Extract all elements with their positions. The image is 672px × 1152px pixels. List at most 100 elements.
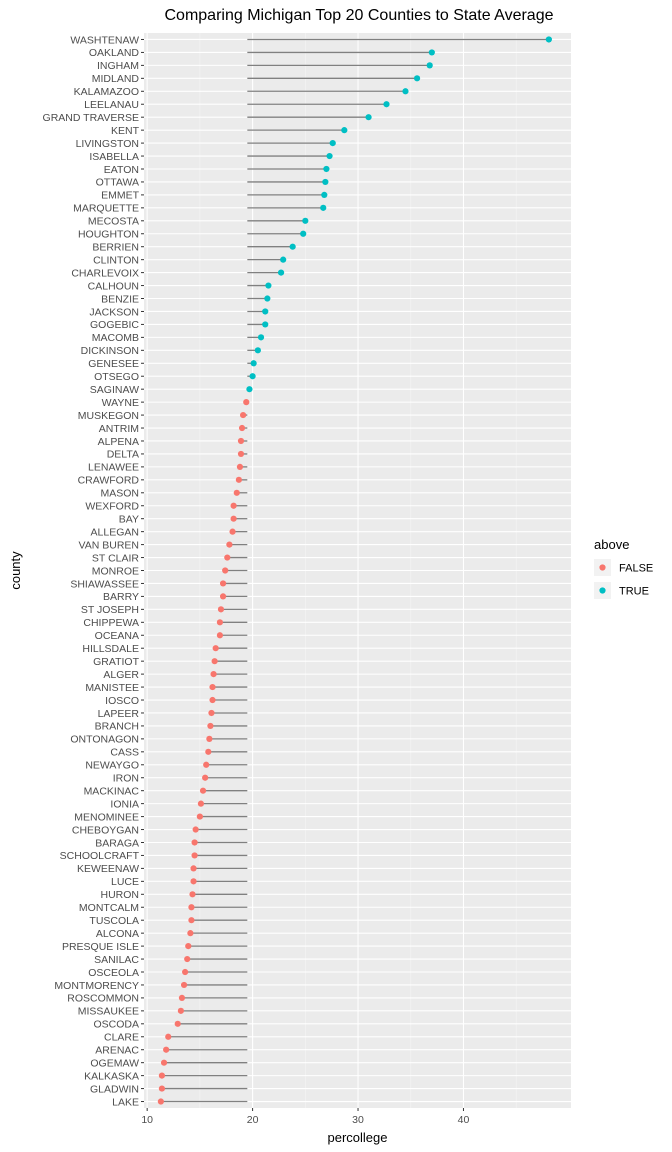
data-point [277, 269, 285, 276]
data-point [158, 1072, 166, 1079]
data-point [212, 645, 219, 652]
y-tick-label: CRAWFORD [78, 475, 140, 487]
y-tick-label: KALAMAZOO [74, 86, 139, 98]
data-point [237, 437, 245, 445]
x-axis-ticks: 10 20 30 40 [141, 1108, 469, 1126]
y-tick-label: LAPEER [98, 708, 140, 720]
data-point [320, 204, 327, 211]
y-tick-label: GRATIOT [93, 656, 139, 668]
y-tick-label: MACOMB [92, 332, 139, 344]
data-point [222, 567, 229, 574]
y-tick-label: OCEANA [95, 630, 139, 642]
y-tick-label: KENT [111, 125, 140, 137]
data-point [190, 865, 197, 872]
data-point [188, 917, 195, 924]
data-point [254, 347, 261, 354]
y-tick-label: SAGINAW [90, 384, 139, 396]
data-point [322, 178, 329, 186]
data-point [184, 955, 191, 963]
y-tick-label: MIDLAND [92, 73, 140, 85]
data-point [329, 139, 336, 147]
data-point [160, 1059, 168, 1066]
data-point [257, 334, 265, 341]
y-tick-label: ROSCOMMON [67, 993, 139, 1005]
y-tick-label: ALGER [103, 669, 139, 681]
data-point [249, 373, 256, 380]
y-tick-label: SANILAC [94, 954, 139, 966]
y-tick-label: WAYNE [102, 397, 139, 409]
y-tick-label: MONTMORENCY [54, 980, 139, 992]
y-tick-label: WASHTENAW [70, 34, 139, 46]
legend-label: FALSE [619, 563, 653, 575]
data-point [163, 1046, 170, 1053]
data-point [209, 683, 216, 691]
data-point [191, 839, 198, 846]
data-point [321, 191, 328, 198]
legend-title: above [594, 537, 629, 552]
y-tick-label: BARAGA [95, 837, 139, 849]
y-tick-label: HILLSDALE [82, 643, 139, 655]
y-tick-label: LIVINGSTON [76, 138, 139, 150]
data-point [237, 450, 245, 458]
y-tick-label: NEWAYGO [85, 760, 139, 772]
y-tick-label: MANISTEE [85, 682, 139, 694]
lollipop-stems [160, 38, 549, 1103]
data-point [190, 878, 197, 885]
data-point [196, 813, 203, 820]
data-point [211, 658, 218, 665]
y-tick-label: EMMET [101, 190, 140, 202]
y-tick-label: BERRIEN [92, 242, 139, 254]
data-point [205, 748, 212, 755]
data-point [158, 1085, 166, 1092]
data-point [262, 308, 269, 315]
y-tick-label: MENOMINEE [74, 811, 139, 823]
data-point [302, 217, 309, 224]
data-point [240, 411, 247, 419]
data-point [246, 386, 253, 393]
data-point [326, 152, 333, 160]
y-tick-label: CHIPPEWA [83, 617, 139, 629]
data-point [202, 774, 209, 781]
data-point [230, 502, 237, 509]
data-point [230, 515, 237, 522]
y-tick-label: ISABELLA [89, 151, 139, 163]
y-tick-label: LAKE [112, 1096, 139, 1108]
data-point [383, 101, 390, 108]
y-tick-label: BARRY [103, 591, 139, 603]
data-point [216, 619, 224, 626]
y-tick-label: KEWEENAW [77, 863, 139, 875]
y-tick-label: JACKSON [89, 306, 139, 318]
data-point [209, 696, 216, 704]
y-tick-label: KALKASKA [84, 1070, 139, 1082]
y-tick-label: CALHOUN [88, 280, 139, 292]
y-tick-label: GRAND TRAVERSE [43, 112, 139, 124]
y-tick-label: IRON [113, 773, 139, 785]
y-tick-label: OAKLAND [89, 47, 140, 59]
data-point [236, 463, 244, 470]
y-tick-label: ALPENA [98, 436, 139, 448]
y-tick-label: OTSEGO [94, 371, 139, 383]
data-point [187, 930, 194, 937]
data-point [250, 360, 257, 367]
legend-items: FALSE TRUE [594, 559, 653, 599]
data-point [280, 256, 287, 263]
y-tick-label: MARQUETTE [73, 203, 139, 215]
y-tick-label: OSCODA [93, 1019, 139, 1031]
legend-key-point [599, 564, 606, 571]
y-tick-label: INGHAM [97, 60, 139, 72]
y-tick-label: SCHOOLCRAFT [60, 850, 140, 862]
data-point [323, 165, 330, 173]
y-tick-label: BENZIE [101, 293, 139, 305]
data-point [226, 541, 233, 548]
data-point [177, 1007, 185, 1014]
data-point [402, 88, 409, 95]
y-tick-label: MONROE [92, 565, 139, 577]
y-tick-label: ST JOSEPH [81, 604, 139, 616]
y-tick-label: IOSCO [105, 695, 139, 707]
data-points [157, 36, 552, 1105]
x-tick-label: 40 [458, 1114, 470, 1126]
data-point [191, 852, 198, 859]
data-point [341, 127, 348, 134]
y-tick-label: BAY [119, 513, 139, 525]
